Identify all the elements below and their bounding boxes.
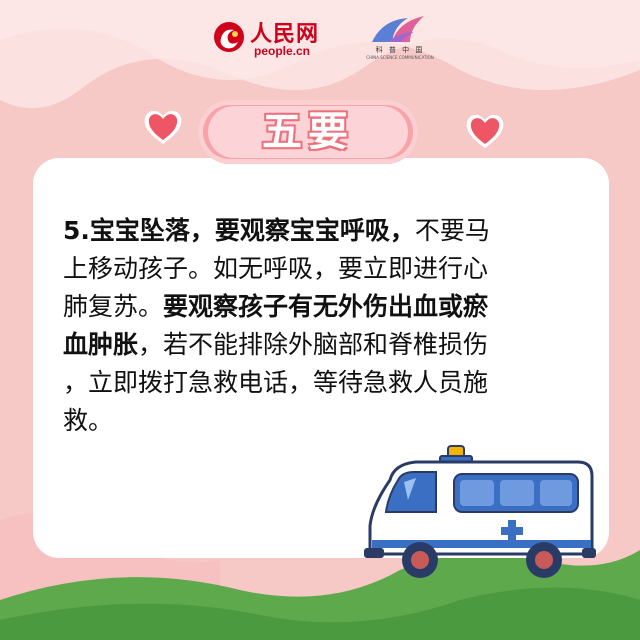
text-line: 血肿胀，若不能排除外脑部和脊椎损伤 [63, 326, 583, 364]
ambulance-icon [364, 445, 596, 578]
kepu-logo-text: 科 普 中 国 [375, 46, 425, 54]
heart-icon [144, 110, 182, 144]
text-bold: 要观察孩子有无外伤出血或瘀 [163, 292, 489, 321]
header: 人民网 people.cn 科 普 中 国 CHINA SCIENCE COMM… [0, 10, 640, 60]
text-bold: 血肿胀 [63, 330, 139, 359]
text-bold: 5.宝宝坠落，要观察宝宝呼吸， [63, 216, 415, 245]
text-line: 上移动孩子。如无呼吸，要立即进行心 [63, 250, 583, 288]
page-title: 五要 [262, 109, 354, 155]
people-logo-en: people.cn [254, 44, 311, 58]
kepu-logo-sub: CHINA SCIENCE COMMUNICATION [366, 55, 434, 60]
people-logo-icon [214, 22, 244, 52]
title-pill [198, 100, 418, 164]
text-line: 救。 [63, 402, 583, 440]
text-normal: 肺复苏。 [63, 292, 164, 321]
text-line: ，立即拨打急救电话，等待急救人员施 [63, 364, 583, 402]
kepu-logo: 科 普 中 国 CHINA SCIENCE COMMUNICATION [362, 12, 442, 62]
people-logo: 人民网 people.cn [212, 16, 352, 58]
text-normal: 救。 [63, 406, 114, 435]
text-line: 肺复苏。要观察孩子有无外伤出血或瘀 [63, 288, 583, 326]
kepu-logo-icon [372, 16, 424, 42]
text-normal: 上移动孩子。如无呼吸，要立即进行心 [63, 254, 489, 283]
people-logo-cn: 人民网 [250, 21, 320, 47]
body-text: 5.宝宝坠落，要观察宝宝呼吸，不要马 上移动孩子。如无呼吸，要立即进行心 肺复苏… [63, 212, 583, 440]
heart-icon [466, 114, 504, 148]
text-normal: ，立即拨打急救电话，等待急救人员施 [63, 368, 489, 397]
text-normal: ，若不能排除外脑部和脊椎损伤 [138, 330, 489, 359]
text-line: 5.宝宝坠落，要观察宝宝呼吸，不要马 [63, 212, 583, 250]
text-normal: 不要马 [414, 216, 490, 245]
